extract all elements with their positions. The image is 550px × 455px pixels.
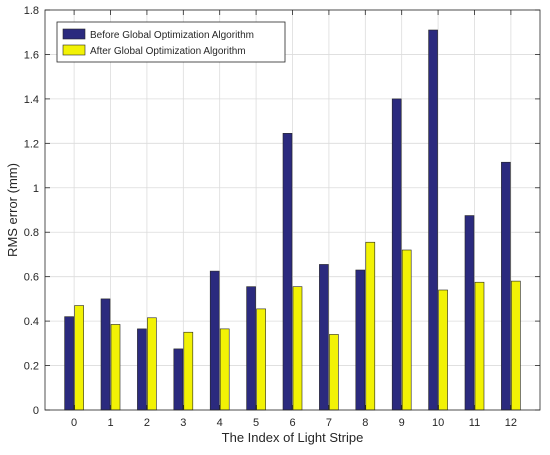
legend-box [56, 21, 286, 63]
axis-ticks: 00.20.40.60.811.21.41.61.80 1 2 3 4 5 6 7 8 9 10 11… [24, 5, 540, 429]
x-tick-label: 4 [217, 417, 223, 429]
bars [64, 29, 521, 411]
x-tick-label: 1 [107, 417, 113, 429]
bar-before-8 [355, 269, 366, 411]
x-tick-label: 3 [180, 417, 186, 429]
bar-after-1 [110, 324, 121, 411]
y-tick-label: 0.6 [24, 272, 39, 284]
bar-after-10 [438, 289, 448, 411]
y-tick-label: 1.4 [24, 94, 39, 106]
legend: Before Global Optimization Algorithm Aft… [56, 21, 286, 63]
y-tick-label: 1.8 [24, 5, 39, 17]
x-tick-label: 8 [362, 417, 368, 429]
x-tick-label: 0 [71, 417, 77, 429]
legend-label-after: After Global Optimization Algorithm [90, 46, 246, 57]
x-tick-label: 2 [144, 417, 150, 429]
bar-before-3 [173, 348, 184, 411]
bar-before-9 [391, 98, 402, 411]
bar-after-4 [219, 328, 230, 411]
bar-after-3 [183, 331, 194, 411]
y-tick-label: 0 [33, 405, 39, 417]
bar-after-11 [474, 281, 485, 411]
y-tick-label: 0.2 [24, 361, 39, 373]
y-tick-label: 1.6 [24, 49, 39, 61]
bar-before-5 [246, 286, 256, 411]
bar-before-10 [428, 29, 438, 411]
legend-swatch-before [62, 28, 86, 40]
bar-before-0 [64, 316, 74, 411]
x-tick-label: 10 [432, 417, 444, 429]
bar-before-6 [282, 133, 293, 411]
x-tick-label: 9 [399, 417, 405, 429]
bar-after-5 [256, 308, 266, 411]
bar-before-7 [319, 264, 329, 411]
bar-before-11 [464, 215, 475, 411]
bar-after-12 [511, 280, 521, 411]
legend-label-before: Before Global Optimization Algorithm [90, 30, 254, 41]
x-tick-label: 11 [469, 417, 480, 429]
y-tick-label: 1 [33, 183, 39, 195]
y-tick-label: 1.2 [24, 138, 39, 150]
grid-lines [45, 9, 540, 411]
x-tick-label: 6 [289, 417, 295, 429]
y-tick-label: 0.4 [24, 316, 39, 328]
x-tick-label: 12 [505, 417, 517, 429]
legend-swatch-after [62, 44, 86, 56]
bar-before-2 [137, 328, 147, 411]
bar-after-8 [365, 241, 376, 411]
bar-after-2 [147, 317, 157, 411]
bar-after-0 [74, 305, 84, 411]
bar-before-1 [100, 298, 111, 411]
bar-after-7 [329, 334, 339, 411]
bar-after-9 [401, 249, 412, 411]
y-axis-label: RMS error (mm) [5, 163, 20, 257]
bar-before-4 [209, 270, 220, 411]
bar-before-12 [501, 161, 511, 411]
bar-after-6 [292, 286, 303, 411]
x-axis-label: The Index of Light Stripe [222, 430, 364, 445]
y-tick-label: 0.8 [24, 227, 39, 239]
x-tick-label: 5 [253, 417, 259, 429]
x-tick-label: 7 [326, 417, 332, 429]
